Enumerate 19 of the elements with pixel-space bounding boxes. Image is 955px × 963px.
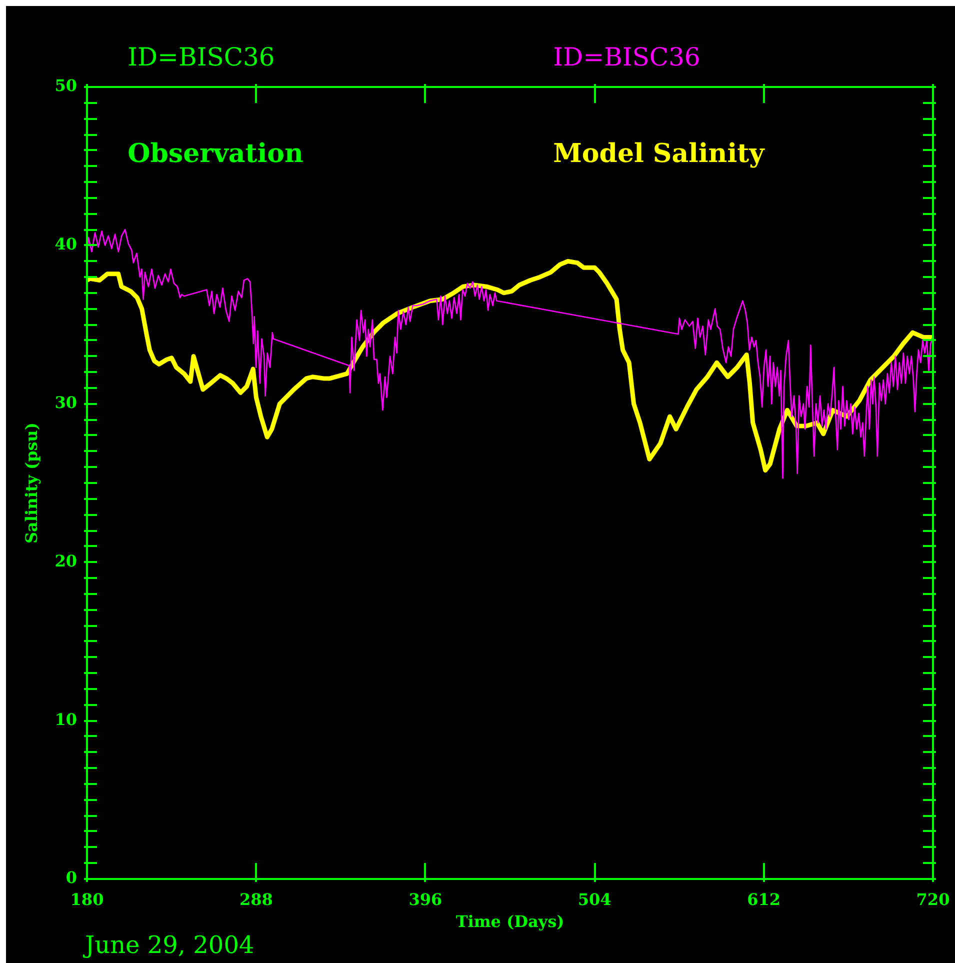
text: Model Salinity	[553, 138, 766, 169]
y-tick-label: 20	[54, 551, 77, 570]
x-tick-label: 396	[408, 890, 442, 909]
y-axis-title: Salinity (psu)	[22, 422, 42, 544]
x-tick-label: 180	[70, 890, 104, 909]
text: ID=BISC36	[128, 42, 275, 72]
x-tick-label: 720	[916, 890, 950, 909]
y-tick-label: 0	[66, 868, 77, 888]
text: ID=BISC36	[553, 42, 700, 72]
y-tick-label: 10	[54, 710, 77, 729]
y-tick-label: 40	[54, 234, 77, 254]
text: June 29, 2004	[82, 931, 254, 959]
x-tick-label: 504	[578, 890, 612, 909]
x-tick-label: 288	[239, 890, 273, 909]
x-axis-title: Time (Days)	[456, 912, 564, 932]
annotation: Observation	[128, 138, 304, 169]
y-tick-label: 50	[54, 76, 77, 96]
x-tick-label: 612	[747, 890, 781, 909]
y-tick-label: 30	[54, 392, 77, 412]
